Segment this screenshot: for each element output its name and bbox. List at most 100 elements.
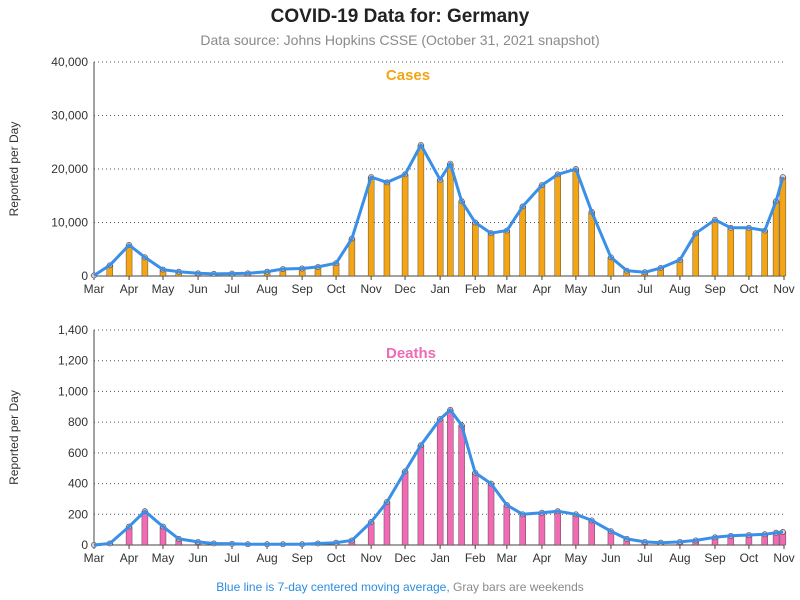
cases-xtick-label: Jul bbox=[224, 282, 239, 296]
cases-bar bbox=[447, 163, 454, 277]
deaths-xtick-label: May bbox=[565, 551, 588, 565]
deaths-ytick-label: 1,000 bbox=[58, 384, 88, 398]
deaths-bar bbox=[417, 444, 425, 546]
cases-bar bbox=[772, 200, 780, 277]
cases-xtick-label: Dec bbox=[394, 282, 415, 296]
cases-xtick-label: Jul bbox=[637, 282, 652, 296]
deaths-xtick-label: Nov bbox=[773, 551, 794, 565]
deaths-bar bbox=[503, 504, 511, 546]
deaths-xtick-label: Oct bbox=[740, 551, 759, 565]
deaths-xtick-label: Aug bbox=[256, 551, 277, 565]
cases-bar bbox=[519, 206, 526, 277]
cases-bar bbox=[383, 182, 391, 277]
cases-xtick-label: Aug bbox=[256, 282, 277, 296]
deaths-xtick-label: Jun bbox=[601, 551, 620, 565]
cases-bar bbox=[727, 227, 735, 277]
cases-bar bbox=[125, 244, 133, 277]
deaths-bar bbox=[383, 501, 391, 546]
cases-xtick-label: Mar bbox=[84, 282, 105, 296]
cases-bar bbox=[503, 230, 511, 277]
deaths-bar bbox=[487, 483, 495, 546]
deaths-bar bbox=[471, 472, 479, 546]
deaths-ytick-label: 600 bbox=[68, 446, 88, 460]
deaths-xtick-label: Dec bbox=[394, 551, 415, 565]
cases-moving-average-line bbox=[93, 143, 785, 277]
cases-bar bbox=[367, 176, 375, 277]
cases-xtick-label: Feb bbox=[465, 282, 486, 296]
deaths-xtick-label: Aug bbox=[669, 551, 690, 565]
chart-footer: Blue line is 7-day centered moving avera… bbox=[0, 580, 800, 594]
deaths-xtick-label: Jun bbox=[188, 551, 207, 565]
deaths-xtick-label: Apr bbox=[533, 551, 552, 565]
deaths-xtick-label: Sep bbox=[704, 551, 726, 565]
cases-xtick-label: Sep bbox=[291, 282, 313, 296]
deaths-bar bbox=[458, 425, 465, 546]
chart-subtitle: Data source: Johns Hopkins CSSE (October… bbox=[200, 32, 600, 48]
cases-bar bbox=[401, 174, 409, 277]
footer-moving-average-note: Blue line is 7-day centered moving avera… bbox=[216, 580, 450, 594]
chart-title: COVID-19 Data for: Germany bbox=[270, 6, 530, 27]
deaths-ytick-label: 200 bbox=[68, 507, 88, 521]
footer-weekend-note: Gray bars are weekends bbox=[453, 580, 584, 594]
cases-ytick-label: 10,000 bbox=[51, 216, 88, 230]
deaths-bar bbox=[447, 409, 454, 546]
deaths-ytick-label: 800 bbox=[68, 415, 88, 429]
cases-bar bbox=[761, 230, 768, 277]
deaths-bar bbox=[401, 471, 409, 546]
deaths-ytick-label: 400 bbox=[68, 477, 88, 491]
deaths-ytick-label: 1,400 bbox=[58, 323, 88, 337]
cases-xtick-label: Sep bbox=[704, 282, 726, 296]
cases-bar bbox=[487, 232, 495, 277]
cases-xtick-label: May bbox=[152, 282, 175, 296]
deaths-ytick-label: 0 bbox=[81, 538, 88, 552]
deaths-bar bbox=[141, 511, 149, 546]
cases-bar bbox=[554, 174, 561, 277]
deaths-bar bbox=[588, 520, 595, 546]
deaths-xtick-label: Nov bbox=[360, 551, 381, 565]
deaths-xtick-label: Jan bbox=[430, 551, 449, 565]
deaths-bar bbox=[436, 418, 444, 546]
cases-xtick-label: Oct bbox=[740, 282, 759, 296]
cases-xtick-label: Mar bbox=[497, 282, 518, 296]
cases-ytick-label: 30,000 bbox=[51, 109, 88, 123]
deaths-xtick-label: Oct bbox=[327, 551, 346, 565]
cases-bar bbox=[711, 219, 719, 277]
cases-xtick-label: Jun bbox=[188, 282, 207, 296]
cases-bar bbox=[471, 222, 479, 277]
cases-bar bbox=[538, 184, 546, 277]
cases-bar bbox=[588, 211, 595, 277]
cases-bar bbox=[779, 176, 787, 277]
cases-ytick-label: 40,000 bbox=[51, 55, 88, 69]
deaths-xtick-label: Jul bbox=[224, 551, 239, 565]
deaths-moving-average-line bbox=[93, 408, 784, 547]
cases-xtick-label: Oct bbox=[327, 282, 346, 296]
deaths-bar bbox=[554, 511, 561, 546]
cases-bar bbox=[436, 179, 444, 277]
cases-xtick-label: May bbox=[565, 282, 588, 296]
deaths-bar bbox=[538, 512, 546, 546]
deaths-xtick-label: Sep bbox=[291, 551, 313, 565]
deaths-xtick-label: Apr bbox=[120, 551, 139, 565]
cases-series-label: Cases bbox=[386, 67, 430, 84]
cases-xtick-label: Apr bbox=[533, 282, 552, 296]
deaths-xtick-label: Jul bbox=[637, 551, 652, 565]
deaths-xtick-label: Mar bbox=[84, 551, 105, 565]
cases-ytick-label: 0 bbox=[81, 269, 88, 283]
cases-xtick-label: Aug bbox=[669, 282, 690, 296]
cases-bar bbox=[458, 200, 465, 277]
deaths-bar bbox=[572, 514, 580, 546]
deaths-xtick-label: Feb bbox=[465, 551, 486, 565]
deaths-xtick-label: Mar bbox=[497, 551, 518, 565]
deaths-ytick-label: 1,200 bbox=[58, 354, 88, 368]
cases-xtick-label: Apr bbox=[120, 282, 139, 296]
deaths-series-label: Deaths bbox=[386, 345, 436, 362]
cases-y-axis-label: Reported per Day bbox=[7, 122, 21, 217]
cases-bar bbox=[572, 168, 580, 277]
deaths-bar bbox=[519, 514, 526, 546]
cases-ytick-label: 20,000 bbox=[51, 162, 88, 176]
cases-xtick-label: Nov bbox=[360, 282, 381, 296]
cases-xtick-label: Jan bbox=[430, 282, 449, 296]
cases-bar bbox=[417, 144, 425, 277]
